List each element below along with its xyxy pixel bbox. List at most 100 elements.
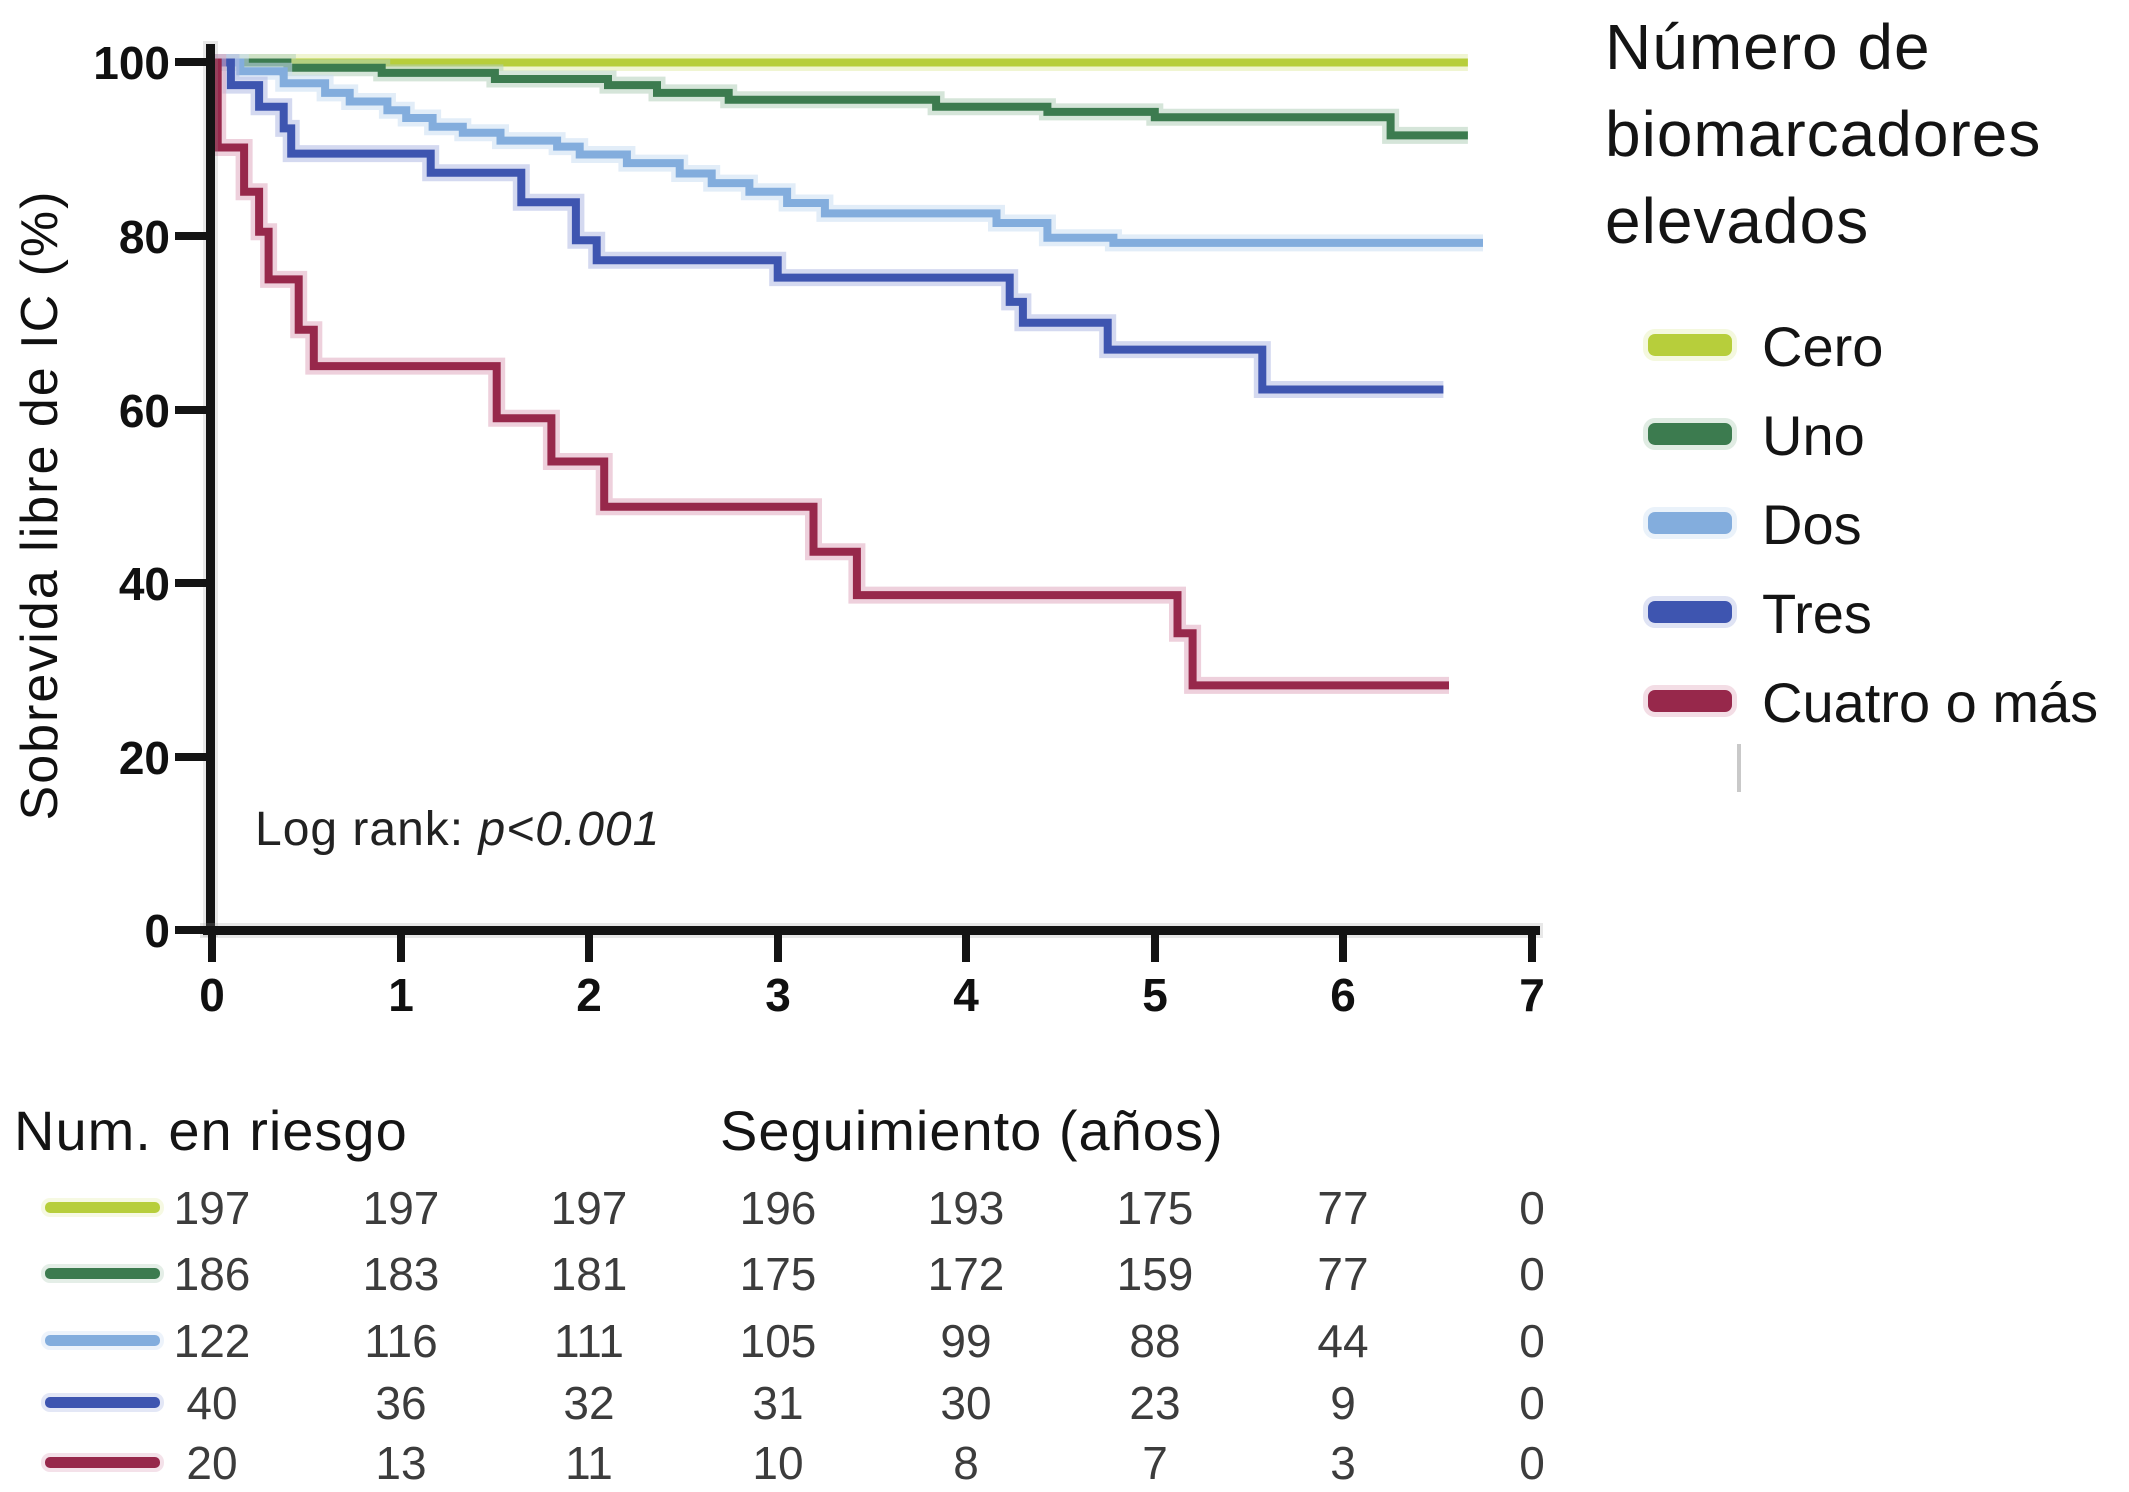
legend-artifact-line [1737,744,1741,792]
y-tick-60 [175,406,212,414]
x-tick-5 [1151,934,1159,962]
risk-count-cuatro-o-más-t2: 11 [565,1437,613,1489]
x-tick-2 [585,934,593,962]
risk-count-tres-t3: 31 [752,1377,804,1429]
risk-count-cuatro-o-más-t7: 0 [1519,1437,1545,1489]
risk-count-cero-t5: 175 [1116,1182,1194,1234]
x-tick-label-0: 0 [199,969,225,1021]
log-rank-label: Log rank: [255,803,479,856]
y-tick-0 [175,926,212,934]
risk-count-cero-t3: 196 [739,1182,817,1234]
x-axis-follow-up-title: Seguimiento (años) [720,1099,1224,1162]
y-tick-20 [175,753,212,761]
log-rank-annotation: Log rank: p<0.001 [255,802,660,857]
y-tick-label-0: 0 [144,905,170,957]
x-tick-7 [1528,934,1536,962]
risk-count-cero-t1: 197 [362,1182,440,1234]
legend-swatch-cero [1648,334,1732,356]
legend-label-cero: Cero [1762,315,1884,378]
log-rank-p-value: p<0.001 [478,803,661,856]
risk-count-cero-t0: 197 [173,1182,251,1234]
risk-count-cero-t2: 197 [550,1182,628,1234]
x-axis-line [203,926,1540,935]
risk-count-dos-t5: 88 [1129,1315,1181,1367]
risk-count-cuatro-o-más-t0: 20 [186,1437,238,1489]
risk-row-swatch-tres [45,1397,160,1408]
risk-count-cuatro-o-más-t1: 13 [375,1437,427,1489]
risk-count-cero-t4: 193 [927,1182,1005,1234]
risk-count-tres-t1: 36 [375,1377,427,1429]
x-tick-label-5: 5 [1142,969,1168,1021]
risk-row-swatch-cuatro-o-más [45,1457,160,1468]
risk-row-swatch-cero [45,1202,160,1213]
risk-count-dos-t7: 0 [1519,1315,1545,1367]
legend-title-line-1: Número de [1605,11,1931,83]
legend-title: Número de biomarcadores elevados [1605,4,2041,265]
y-tick-label-20: 20 [118,732,170,784]
x-tick-0 [208,934,216,962]
risk-count-tres-t2: 32 [563,1377,615,1429]
risk-count-tres-t5: 23 [1129,1377,1181,1429]
y-axis-title: Sobrevida libre de IC (%) [11,189,69,821]
y-tick-40 [175,579,212,587]
y-tick-100 [175,58,212,66]
risk-count-dos-t4: 99 [940,1315,992,1367]
curve-cuatro-o-más [212,58,1449,690]
risk-count-uno-t1: 183 [362,1248,440,1300]
x-tick-6 [1339,934,1347,962]
risk-count-tres-t4: 30 [940,1377,992,1429]
risk-count-cuatro-o-más-t3: 10 [752,1437,804,1489]
x-tick-4 [962,934,970,962]
risk-count-uno-t4: 172 [927,1248,1005,1300]
legend-title-line-3: elevados [1605,185,1870,258]
risk-count-cuatro-o-más-t6: 3 [1330,1437,1356,1489]
risk-count-uno-t7: 0 [1519,1248,1545,1300]
risk-count-dos-t6: 44 [1317,1315,1369,1367]
risk-count-cero-t7: 0 [1519,1182,1545,1234]
risk-row-swatch-uno [45,1268,160,1279]
risk-count-dos-t1: 116 [364,1315,438,1367]
legend-label-tres: Tres [1762,582,1872,645]
risk-count-dos-t2: 111 [554,1315,624,1367]
y-axis-line [206,44,215,934]
risk-count-uno-t6: 77 [1317,1248,1369,1300]
risk-count-uno-t0: 186 [173,1248,251,1300]
legend-label-cuatro-o-más: Cuatro o más [1762,671,2099,734]
legend-label-dos: Dos [1762,493,1862,556]
risk-count-tres-t6: 9 [1330,1377,1356,1429]
risk-count-uno-t3: 175 [739,1248,817,1300]
curve-tres [212,58,1444,394]
risk-count-dos-t3: 105 [739,1315,817,1367]
curve-uno [212,58,1468,140]
y-tick-80 [175,232,212,240]
risk-count-dos-t0: 122 [173,1315,251,1367]
x-tick-3 [774,934,782,962]
legend-title-line-2: biomarcadores [1605,98,2042,171]
legend-label-uno: Uno [1762,404,1865,467]
x-tick-label-6: 6 [1330,969,1356,1021]
curve-dos [212,58,1483,247]
risk-count-cero-t6: 77 [1317,1182,1369,1234]
risk-table-title: Num. en riesgo [14,1099,408,1162]
x-tick-label-4: 4 [953,969,979,1021]
risk-count-cuatro-o-más-t5: 7 [1142,1437,1168,1489]
x-tick-label-7: 7 [1519,969,1545,1021]
legend-swatch-tres [1648,601,1732,623]
risk-row-swatch-dos [45,1335,160,1346]
x-tick-label-3: 3 [765,969,791,1021]
y-tick-label-100: 100 [93,37,170,89]
y-tick-label-60: 60 [118,385,170,437]
legend-swatch-uno [1648,423,1732,445]
x-tick-label-2: 2 [576,969,602,1021]
y-tick-label-80: 80 [118,211,170,263]
x-tick-1 [397,934,405,962]
legend-swatch-dos [1648,512,1732,534]
risk-count-tres-t0: 40 [186,1377,238,1429]
x-tick-label-1: 1 [388,969,414,1021]
risk-count-tres-t7: 0 [1519,1377,1545,1429]
y-tick-label-40: 40 [118,558,170,610]
risk-count-uno-t2: 181 [550,1248,628,1300]
legend-swatch-cuatro-o-más [1648,690,1732,712]
